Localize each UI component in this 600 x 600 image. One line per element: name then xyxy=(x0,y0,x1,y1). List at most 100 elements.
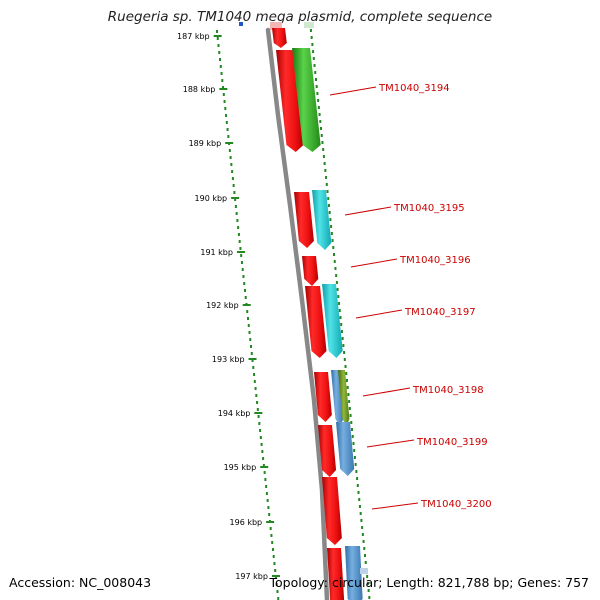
scale-dot xyxy=(310,36,313,39)
scale-dot xyxy=(273,562,276,565)
scale-dot xyxy=(275,583,278,586)
scale-dot xyxy=(353,456,356,459)
gene-label[interactable]: TM1040_3197 xyxy=(404,307,476,318)
gene-arrow-cyan[interactable] xyxy=(312,190,332,250)
cds-arrow[interactable] xyxy=(272,28,287,48)
scale-dot xyxy=(241,268,244,271)
scale-dot xyxy=(226,128,229,131)
gene-arrow-partial xyxy=(360,568,368,574)
cds-arrow[interactable] xyxy=(276,50,304,152)
scale-dot xyxy=(340,330,343,333)
scale-dot xyxy=(313,64,316,67)
scale-dot xyxy=(332,253,335,256)
scale-dot xyxy=(338,309,341,312)
scale-label: 189 kbp xyxy=(189,139,222,148)
scale-dot xyxy=(351,435,354,438)
scale-dot xyxy=(352,442,355,445)
cds-arrow[interactable] xyxy=(314,372,332,422)
gene-label[interactable]: TM1040_3198 xyxy=(412,385,484,396)
scale-dot xyxy=(345,372,348,375)
scale-dot xyxy=(254,387,257,390)
scale-dot xyxy=(327,197,330,200)
scale-dot xyxy=(338,302,341,305)
scale-dot xyxy=(330,225,333,228)
scale-dot xyxy=(268,513,271,516)
scale-dot xyxy=(262,464,265,467)
scale-dot xyxy=(265,492,268,495)
scale-dot xyxy=(222,86,225,89)
scale-dot xyxy=(364,561,367,564)
gene-label[interactable]: TM1040_3195 xyxy=(393,203,465,214)
scale-dot xyxy=(277,597,280,600)
gene-leader-line xyxy=(329,86,377,96)
gene-label[interactable]: TM1040_3194 xyxy=(378,83,450,94)
scale-dot xyxy=(339,316,342,319)
scale-dot xyxy=(250,345,253,348)
scale-dot xyxy=(240,254,243,257)
scale-dot xyxy=(359,512,362,515)
cds-arrow[interactable] xyxy=(318,425,337,477)
gene-label[interactable]: TM1040_3196 xyxy=(399,255,471,266)
scale-dot xyxy=(255,394,258,397)
scale-dot xyxy=(253,373,256,376)
gene-arrow-cyan[interactable] xyxy=(322,284,343,358)
gene-label[interactable]: TM1040_3199 xyxy=(416,437,488,448)
scale-dot xyxy=(243,289,246,292)
scale-dot xyxy=(239,247,242,250)
scale-dot xyxy=(333,260,336,263)
cds-arrow[interactable] xyxy=(322,477,342,545)
gene-arrow-olive[interactable] xyxy=(338,370,350,426)
scale-dot xyxy=(358,498,361,501)
scale-label: 197 kbp xyxy=(235,572,268,581)
scale-dot xyxy=(319,120,322,123)
scale-dot xyxy=(259,436,262,439)
scale-dot xyxy=(228,149,231,152)
scale-dot xyxy=(344,365,347,368)
cds-arrow[interactable] xyxy=(305,286,327,358)
scale-dot xyxy=(363,547,366,550)
scale-dot xyxy=(271,548,274,551)
scale-dot xyxy=(242,275,245,278)
gene-arrow-blue[interactable] xyxy=(345,546,363,600)
cds-arrow[interactable] xyxy=(302,256,319,286)
scale-dot xyxy=(325,176,328,179)
scale-dot xyxy=(351,428,354,431)
scale-dot xyxy=(334,267,337,270)
scale-dot xyxy=(318,113,321,116)
scale-dot xyxy=(233,191,236,194)
gene-arrow-green[interactable] xyxy=(292,48,321,152)
scale-dot xyxy=(256,408,259,411)
scale-dot xyxy=(332,246,335,249)
scale-dot xyxy=(237,226,240,229)
scale-dot xyxy=(218,51,221,54)
scale-label: 196 kbp xyxy=(230,518,263,527)
scale-dot xyxy=(358,505,361,508)
scale-dot xyxy=(345,379,348,382)
scale-label: 192 kbp xyxy=(206,301,239,310)
cds-arrow[interactable] xyxy=(294,192,314,248)
gene-arrow-blue[interactable] xyxy=(331,370,344,426)
scale-dot xyxy=(342,344,345,347)
gene-arrow-blue[interactable] xyxy=(336,422,355,476)
scale-dot xyxy=(224,107,227,110)
scale-dot xyxy=(258,422,261,425)
scale-dot xyxy=(335,274,338,277)
scale-dot xyxy=(223,100,226,103)
gene-label[interactable]: TM1040_3200 xyxy=(420,499,492,510)
scale-dot xyxy=(222,93,225,96)
scale-dot xyxy=(217,44,220,47)
scale-dot xyxy=(368,596,371,599)
scale-dot xyxy=(364,554,367,557)
cds-arrow[interactable] xyxy=(327,548,345,600)
scale-dot xyxy=(225,114,228,117)
accession-text: Accession: NC_008043 xyxy=(9,575,152,590)
scale-dot xyxy=(236,219,239,222)
scale-dot xyxy=(311,43,314,46)
scale-dot xyxy=(246,317,249,320)
scale-ring-dots xyxy=(216,22,371,600)
scale-dot xyxy=(238,240,241,243)
scale-dot xyxy=(326,190,329,193)
scale-dot xyxy=(322,155,325,158)
scale-dot xyxy=(347,393,350,396)
